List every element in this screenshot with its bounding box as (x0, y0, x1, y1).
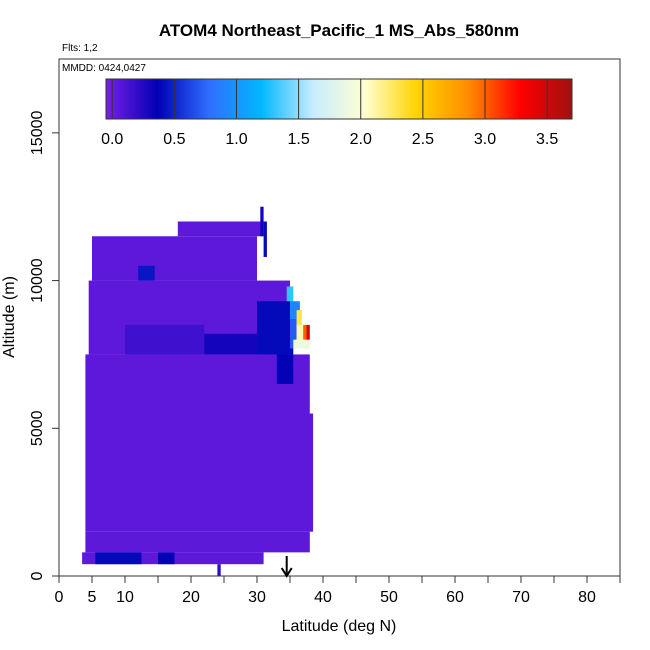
y-tick-label: 5000 (29, 410, 46, 446)
colorbar-tick-label: 1.0 (225, 131, 247, 148)
heatmap-cell (92, 236, 257, 281)
heatmap-cell (260, 206, 264, 237)
heatmap-cell (85, 413, 314, 532)
x-tick-label: 10 (116, 589, 134, 606)
heatmap-cell (276, 354, 294, 384)
heatmap-cell (306, 324, 310, 340)
colorbar: 0.0 0.5 1.0 1.5 2.0 2.5 3.0 3.5 (101, 78, 573, 148)
colorbar-tick-label: 2.0 (350, 131, 372, 148)
x-tick-label: 5 (88, 589, 97, 606)
heatmap-cell (303, 324, 307, 340)
colorbar-tick-label: 0.5 (163, 131, 185, 148)
heatmap-cell (85, 354, 310, 414)
marker-head (280, 567, 293, 578)
heatmap-cell (290, 318, 297, 349)
flights-label: Flts: 1,2 (62, 43, 98, 54)
heatmap-cell (217, 564, 221, 576)
heatmap-cell (257, 301, 294, 355)
x-tick-label: 0 (55, 589, 64, 606)
x-tick-label: 20 (182, 589, 200, 606)
heatmap-cell (293, 339, 310, 349)
heatmap-cell (296, 310, 302, 325)
colorbar-tick-label: 0.0 (101, 131, 123, 148)
y-axis: 0 5000 10000 15000 (29, 111, 59, 580)
heatmap-cell (85, 531, 310, 553)
chart-title: ATOM4 Northeast_Pacific_1 MS_Abs_580nm (159, 21, 519, 40)
heatmap-cell (290, 301, 300, 319)
heatmap-cell (286, 286, 294, 302)
heatmap-cell (263, 221, 267, 257)
colorbar-tick-label: 3.0 (474, 131, 496, 148)
heatmap-cell (204, 333, 257, 355)
y-tick-label: 10000 (29, 258, 46, 303)
x-tick-label: 30 (248, 589, 266, 606)
latitude-marker-arrow (280, 556, 293, 578)
colorbar-tick-label: 3.5 (536, 131, 558, 148)
x-tick-label: 70 (512, 589, 530, 606)
heatmap-cell (138, 265, 155, 281)
heatmap-cells (82, 206, 314, 576)
x-tick-label: 60 (446, 589, 464, 606)
y-axis-label: Altitude (m) (1, 276, 18, 358)
colorbar-tick-label: 2.5 (412, 131, 434, 148)
heatmap-cell (125, 324, 205, 355)
heatmap-cell (296, 324, 307, 340)
y-tick-label: 0 (29, 571, 46, 580)
heatmap-cell (158, 552, 175, 565)
x-axis-label: Latitude (deg N) (282, 618, 397, 635)
x-tick-label: 80 (578, 589, 596, 606)
heatmap-cell (95, 552, 142, 565)
heatmap-cell (177, 221, 264, 237)
colorbar-ticks: 0.0 0.5 1.0 1.5 2.0 2.5 3.0 3.5 (101, 79, 558, 148)
x-axis: 0 5 10 20 30 40 50 60 70 80 (55, 576, 621, 606)
x-tick-label: 40 (314, 589, 332, 606)
colorbar-tick-label: 1.5 (287, 131, 309, 148)
x-tick-label: 50 (380, 589, 398, 606)
y-tick-label: 15000 (29, 111, 46, 156)
colorbar-gradient (105, 78, 573, 120)
plot-frame (58, 58, 621, 577)
mmdd-label: MMDD: 0424,0427 (62, 63, 146, 74)
